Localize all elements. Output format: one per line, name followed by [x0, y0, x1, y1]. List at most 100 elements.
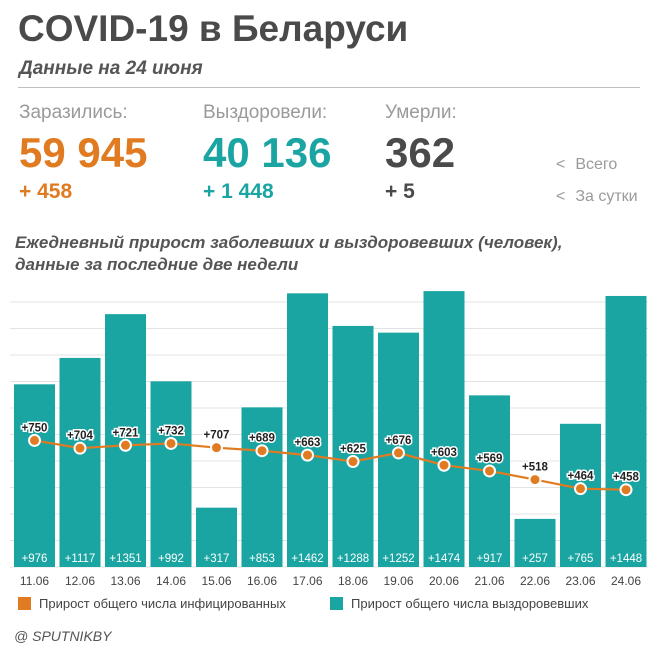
chart-title: Ежедневный прирост заболевших и выздоров…	[15, 232, 562, 276]
stat-infected: Заразились: 59 945 + 458	[19, 102, 147, 204]
line-point	[301, 448, 314, 462]
source-credit: @ SPUTNIKBY	[14, 628, 112, 644]
line-value-label: +464	[568, 471, 595, 483]
stat-recovered: Выздоровели: 40 136 + 1 448	[203, 102, 331, 204]
bar-value-labels: +976 +1117 +1351 +992 +317 +853 +1462 +1288 +125…	[22, 553, 643, 565]
legend-recovered: Прирост общего числа выздоровевших	[330, 596, 588, 611]
bar-series-recovered	[14, 291, 647, 567]
stat-legend-daily: < За сутки	[556, 188, 638, 206]
chart-area: +976 +1117 +1351 +992 +317 +853 +1462 +1288 +125…	[10, 291, 648, 588]
stat-legend-total: < Всего	[556, 156, 617, 174]
stat-legend-daily-label: За сутки	[575, 188, 638, 205]
stat-deaths-delta: + 5	[385, 180, 415, 203]
x-tick-label: 12.06	[65, 574, 95, 588]
bar-value-label: +765	[568, 553, 594, 565]
x-tick-label: 24.06	[611, 574, 641, 588]
stat-recovered-total: 40 136	[203, 129, 332, 176]
line-point	[483, 464, 496, 478]
chart-title-line-1: Ежедневный прирост заболевших и выздоров…	[15, 233, 563, 252]
line-point	[119, 438, 132, 452]
bar-value-label: +257	[522, 553, 548, 565]
stat-deaths: Умерли: 362 + 5	[385, 102, 457, 204]
line-point	[619, 483, 633, 497]
bar-recovered	[150, 381, 192, 567]
bar-value-label: +1462	[291, 553, 323, 565]
line-value-label: +518	[522, 462, 549, 474]
bar-recovered	[332, 325, 374, 567]
x-tick-label: 19.06	[383, 574, 413, 588]
stat-deaths-total: 362	[385, 129, 456, 176]
line-value-label: +750	[22, 422, 48, 434]
x-tick-label: 11.06	[20, 574, 49, 588]
chart-title-line-2: данные за последние две недели	[15, 255, 299, 274]
line-series-infected: +750 +704 +721 +732 +707 +689 +663 +625 +676 +603…	[20, 421, 641, 497]
line-point	[528, 473, 542, 487]
bar-recovered	[287, 293, 328, 567]
x-tick-label: 22.06	[520, 574, 550, 588]
x-axis-ticks: 11.06 12.06 13.06 14.06 15.06 16.06 17.06 18.06…	[20, 574, 641, 588]
line-point	[255, 444, 269, 458]
bar-value-label: +976	[22, 553, 48, 565]
line-point	[437, 458, 451, 472]
bar-recovered	[514, 518, 556, 567]
line-point	[574, 482, 587, 496]
bar-value-label: +853	[249, 553, 275, 565]
x-tick-label: 23.06	[565, 574, 595, 588]
x-tick-label: 15.06	[201, 574, 231, 588]
bar-value-label: +1448	[610, 553, 642, 565]
stat-recovered-delta: + 1 448	[203, 180, 274, 203]
bar-value-label: +1474	[428, 553, 461, 565]
legend-recovered-label: Прирост общего числа выздоровевших	[351, 596, 589, 611]
stat-recovered-label: Выздоровели:	[203, 102, 328, 123]
stat-infected-delta: + 458	[19, 180, 73, 203]
line-point	[392, 446, 405, 460]
page-title: COVID-19 в Беларуси	[18, 8, 409, 49]
bar-value-label: +917	[477, 553, 503, 565]
line-infected	[34, 439, 627, 491]
line-value-label: +732	[158, 425, 184, 437]
stat-infected-total: 59 945	[19, 129, 148, 176]
bar-recovered	[560, 423, 601, 567]
bar-value-label: +1117	[65, 553, 96, 565]
page-subtitle: Данные на 24 июня	[19, 58, 203, 79]
bar-value-label: +1351	[109, 553, 141, 565]
bar-value-label: +317	[204, 553, 230, 565]
arrow-left-icon: <	[556, 156, 566, 173]
bar-recovered	[59, 357, 101, 567]
line-point	[210, 441, 223, 455]
line-point	[28, 433, 41, 447]
line-value-label: +689	[249, 433, 275, 445]
header-divider	[18, 87, 640, 88]
bar-value-label: +992	[158, 553, 184, 565]
bar-recovered	[14, 384, 55, 567]
bar-recovered	[423, 291, 465, 567]
bar-recovered	[605, 295, 647, 567]
line-value-label: +458	[613, 472, 640, 484]
legend-infected-swatch	[18, 597, 31, 610]
line-value-label: +569	[477, 453, 503, 465]
x-tick-label: 13.06	[110, 574, 140, 588]
stat-legend-total-label: Всего	[575, 156, 618, 173]
line-value-label: +676	[386, 435, 412, 447]
x-tick-label: 17.06	[292, 574, 322, 588]
line-point	[346, 455, 360, 469]
line-value-label: +707	[204, 430, 230, 442]
x-tick-label: 16.06	[247, 574, 277, 588]
line-value-label: +625	[340, 444, 367, 456]
legend-infected-label: Прирост общего числа инфицированных	[39, 596, 286, 611]
line-value-label: +663	[295, 437, 321, 449]
bar-value-label: +1288	[337, 553, 369, 565]
stat-infected-label: Заразились:	[19, 102, 128, 123]
line-value-label: +603	[431, 447, 457, 459]
legend-recovered-swatch	[330, 597, 343, 610]
line-point	[164, 436, 178, 450]
line-value-label: +721	[113, 427, 140, 439]
x-tick-label: 21.06	[474, 574, 504, 588]
bar-recovered	[196, 507, 237, 567]
line-point	[73, 441, 87, 455]
bar-recovered	[469, 395, 510, 567]
x-tick-label: 20.06	[429, 574, 459, 588]
arrow-left-icon: <	[556, 188, 566, 205]
bar-recovered	[241, 407, 283, 567]
bar-value-label: +1252	[382, 553, 414, 565]
